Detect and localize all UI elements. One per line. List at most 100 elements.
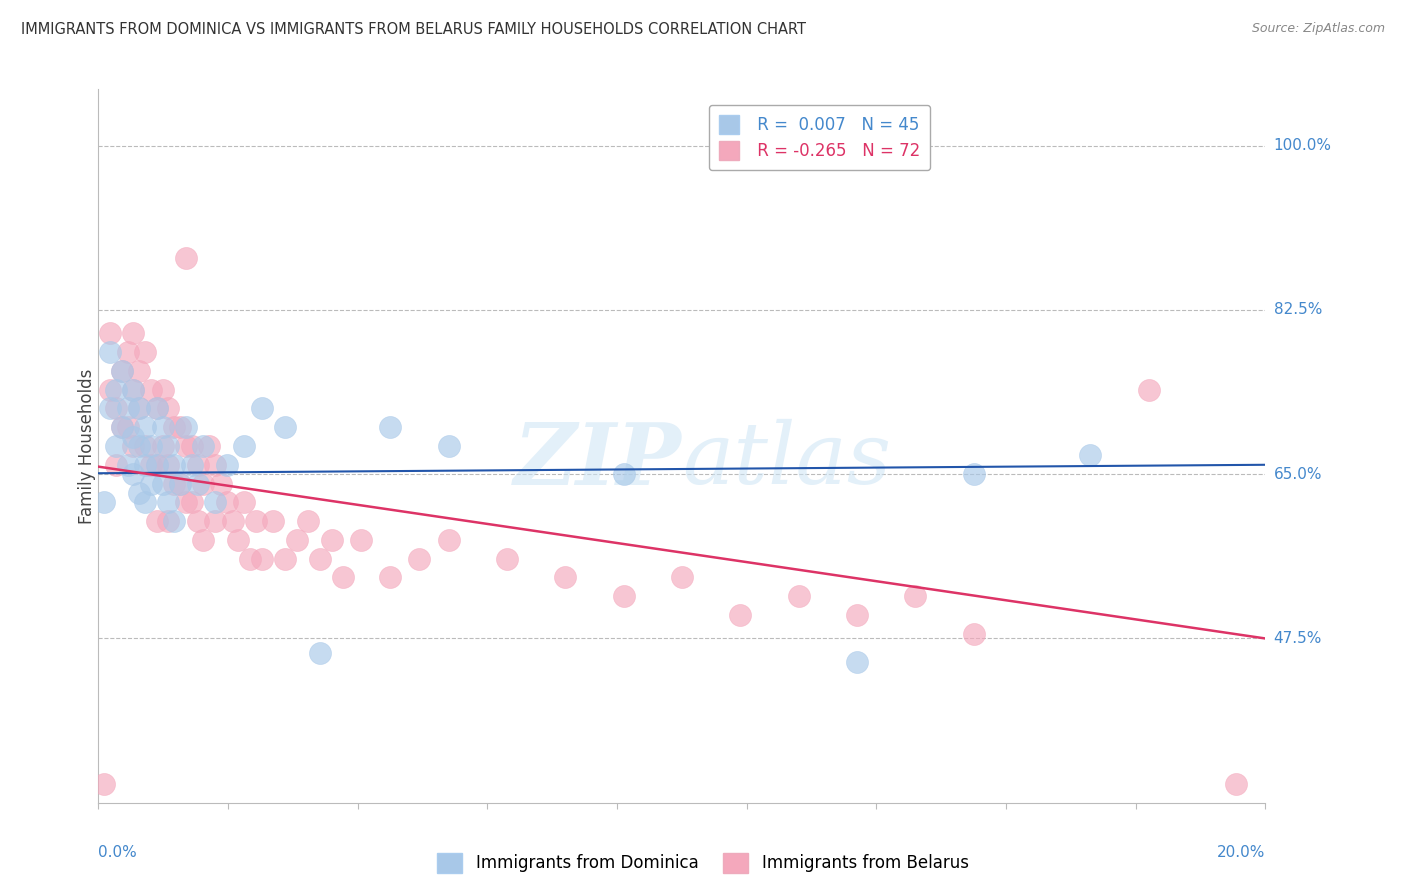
Point	[163, 514, 186, 528]
Point	[245, 514, 267, 528]
Point	[128, 486, 150, 500]
Point	[111, 364, 134, 378]
Point	[152, 439, 174, 453]
Point	[134, 495, 156, 509]
Point	[380, 570, 402, 584]
Point	[169, 420, 191, 434]
Point	[250, 401, 273, 416]
Point	[297, 514, 319, 528]
Point	[193, 476, 215, 491]
Point	[122, 383, 145, 397]
Point	[193, 439, 215, 453]
Text: atlas: atlas	[682, 419, 891, 501]
Point	[962, 467, 984, 482]
Point	[152, 476, 174, 491]
Point	[174, 439, 197, 453]
Point	[408, 551, 430, 566]
Point	[139, 439, 162, 453]
Point	[117, 345, 139, 359]
Text: IMMIGRANTS FROM DOMINICA VS IMMIGRANTS FROM BELARUS FAMILY HOUSEHOLDS CORRELATIO: IMMIGRANTS FROM DOMINICA VS IMMIGRANTS F…	[21, 22, 806, 37]
Point	[250, 551, 273, 566]
Point	[309, 646, 332, 660]
Text: ZIP: ZIP	[515, 418, 682, 502]
Point	[204, 514, 226, 528]
Point	[962, 627, 984, 641]
Point	[134, 420, 156, 434]
Point	[180, 495, 202, 509]
Point	[146, 514, 169, 528]
Point	[98, 383, 121, 397]
Point	[152, 383, 174, 397]
Point	[1225, 777, 1247, 791]
Text: 0.0%: 0.0%	[98, 845, 138, 860]
Point	[193, 533, 215, 547]
Point	[671, 570, 693, 584]
Point	[134, 458, 156, 472]
Legend: Immigrants from Dominica, Immigrants from Belarus: Immigrants from Dominica, Immigrants fro…	[430, 847, 976, 880]
Point	[215, 458, 238, 472]
Point	[496, 551, 519, 566]
Point	[128, 364, 150, 378]
Text: Source: ZipAtlas.com: Source: ZipAtlas.com	[1251, 22, 1385, 36]
Point	[215, 495, 238, 509]
Text: 100.0%: 100.0%	[1274, 138, 1331, 153]
Point	[174, 420, 197, 434]
Point	[98, 401, 121, 416]
Y-axis label: Family Households: Family Households	[79, 368, 96, 524]
Point	[163, 420, 186, 434]
Point	[163, 458, 186, 472]
Point	[139, 476, 162, 491]
Point	[157, 439, 180, 453]
Point	[198, 439, 221, 453]
Point	[157, 495, 180, 509]
Point	[612, 589, 634, 603]
Point	[169, 476, 191, 491]
Text: 47.5%: 47.5%	[1274, 631, 1322, 646]
Point	[98, 326, 121, 341]
Point	[233, 439, 256, 453]
Point	[554, 570, 576, 584]
Point	[157, 514, 180, 528]
Point	[122, 429, 145, 443]
Point	[187, 514, 209, 528]
Point	[122, 467, 145, 482]
Point	[122, 326, 145, 341]
Point	[93, 777, 115, 791]
Point	[730, 607, 752, 622]
Point	[128, 401, 150, 416]
Point	[321, 533, 343, 547]
Point	[350, 533, 373, 547]
Point	[139, 383, 162, 397]
Point	[204, 458, 226, 472]
Point	[221, 514, 243, 528]
Point	[146, 458, 169, 472]
Point	[117, 420, 139, 434]
Point	[122, 439, 145, 453]
Point	[98, 345, 121, 359]
Point	[163, 476, 186, 491]
Point	[157, 401, 180, 416]
Point	[180, 439, 202, 453]
Point	[285, 533, 308, 547]
Legend:  R =  0.007   N = 45,  R = -0.265   N = 72: R = 0.007 N = 45, R = -0.265 N = 72	[709, 104, 931, 169]
Point	[904, 589, 927, 603]
Point	[134, 439, 156, 453]
Text: 65.0%: 65.0%	[1274, 467, 1322, 482]
Point	[233, 495, 256, 509]
Point	[274, 551, 297, 566]
Point	[146, 401, 169, 416]
Point	[111, 420, 134, 434]
Point	[180, 458, 202, 472]
Point	[128, 439, 150, 453]
Point	[128, 401, 150, 416]
Point	[111, 364, 134, 378]
Point	[274, 420, 297, 434]
Point	[122, 383, 145, 397]
Point	[380, 420, 402, 434]
Point	[437, 533, 460, 547]
Point	[134, 345, 156, 359]
Point	[846, 607, 869, 622]
Point	[93, 495, 115, 509]
Point	[187, 458, 209, 472]
Point	[169, 476, 191, 491]
